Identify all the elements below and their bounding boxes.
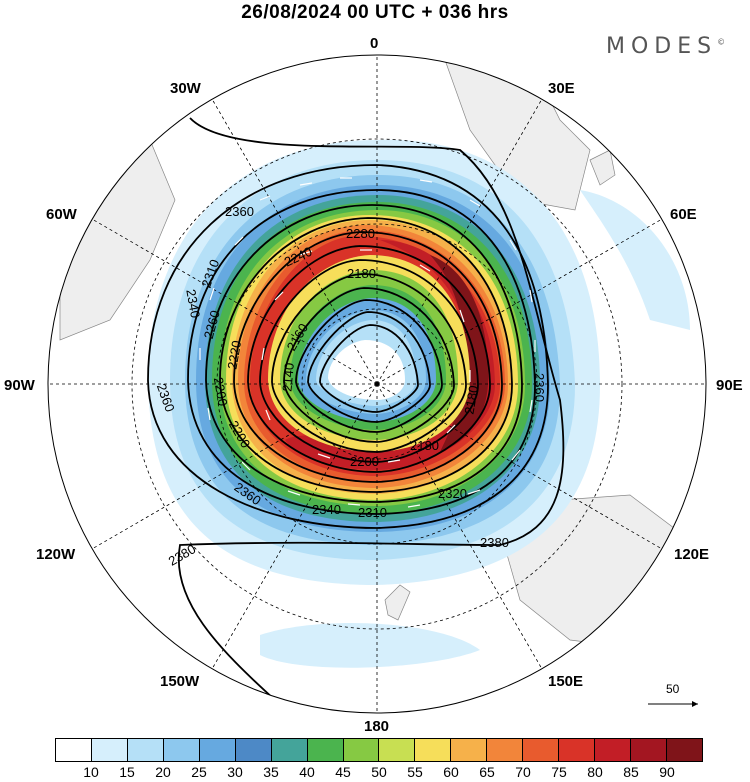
contour-2240 <box>259 259 479 463</box>
colorbar-tick-label: 20 <box>155 764 171 780</box>
colorbar-ticks: 10 15 20 25 30 35 40 45 50 55 60 65 70 75 80 85 90 <box>55 764 703 782</box>
contour-label: 2360 <box>532 373 547 402</box>
colorbar-segment <box>523 739 560 761</box>
contour-label: 2310 <box>358 505 387 520</box>
contour-label: 2340 <box>312 502 341 517</box>
colorbar-tick-label: 70 <box>515 764 531 780</box>
shade-inner-10 <box>328 340 405 400</box>
colorbar-segment <box>379 739 416 761</box>
contour-label: 2280 <box>346 226 375 241</box>
contour-label: 2180 <box>410 438 439 453</box>
map-boundary <box>47 54 707 714</box>
lon-label-60e: 60E <box>670 206 697 223</box>
colorbar-segment <box>343 739 380 761</box>
colorbar-tick-label: 80 <box>587 764 603 780</box>
colorbar-tick-label: 50 <box>371 764 387 780</box>
contour-label: 2220 <box>224 339 244 370</box>
colorbar-tick-label: 65 <box>479 764 495 780</box>
contour-label: 2180 <box>461 384 481 415</box>
colorbar-tick-label: 55 <box>407 764 423 780</box>
brand-logo: MODES© <box>606 34 726 59</box>
colorbar-segment <box>487 739 524 761</box>
contour-label: 2380 <box>480 535 509 550</box>
colorbar-segment <box>595 739 631 761</box>
colorbar-segment <box>235 739 272 761</box>
shade-patch-east <box>580 190 690 330</box>
contour-label: 2200 <box>350 454 379 469</box>
colorbar-tick-label: 75 <box>551 764 567 780</box>
colorbar-segment <box>631 739 667 761</box>
colorbar-tick-label: 25 <box>191 764 207 780</box>
contour-label: 2320 <box>438 486 467 501</box>
contour-2140 <box>319 324 419 413</box>
lon-label-90w: 90W <box>4 377 35 394</box>
colorbar-tick-label: 15 <box>119 764 135 780</box>
lon-label-180: 180 <box>364 718 390 735</box>
colorbar-tick-label: 35 <box>263 764 279 780</box>
map-title: 26/08/2024 00 UTC + 036 hrs <box>241 2 509 23</box>
lon-label-30e: 30E <box>548 80 575 97</box>
lon-label-150e: 150E <box>548 673 584 690</box>
colorbar-segment <box>415 739 452 761</box>
reference-vector-label: 50 <box>666 682 680 696</box>
lon-label-60w: 60W <box>46 206 77 223</box>
lon-label-150w: 150W <box>160 673 200 690</box>
contour-2340 <box>187 189 536 515</box>
landmass-new-zealand <box>384 584 411 621</box>
colorbar-segment <box>307 739 344 761</box>
landmass-madagascar <box>589 149 616 186</box>
contour-2260 <box>247 245 491 473</box>
contour-label: 2340 <box>183 288 203 319</box>
contour-2300 <box>219 217 513 493</box>
lon-label-0: 0 <box>370 35 379 52</box>
colorbar-tick-label: 45 <box>335 764 351 780</box>
colorbar <box>55 738 703 762</box>
lon-label-90e: 90E <box>716 377 743 394</box>
contour-2220 <box>271 273 467 453</box>
contour-label: 2360 <box>225 204 254 219</box>
contour-2200 <box>283 287 455 443</box>
colorbar-tick-label: 90 <box>659 764 675 780</box>
shade-patch-south <box>260 623 480 668</box>
lon-label-120w: 120W <box>36 546 76 563</box>
colorbar-segment <box>91 739 128 761</box>
colorbar-segment <box>163 739 200 761</box>
contour-2180 <box>295 299 443 433</box>
lon-label-30w: 30W <box>170 80 201 97</box>
contour-2160 <box>307 311 431 423</box>
colorbar-tick-label: 40 <box>299 764 315 780</box>
reference-vector-arrow <box>648 701 698 707</box>
contour-label: 2180 <box>347 266 376 281</box>
colorbar-segment <box>271 739 308 761</box>
lon-label-120e: 120E <box>674 546 710 563</box>
contour-2320 <box>205 204 523 503</box>
colorbar-tick-label: 10 <box>83 764 99 780</box>
contour-label: 2260 <box>201 309 223 341</box>
colorbar-segment <box>127 739 164 761</box>
contour-2280 <box>233 231 503 483</box>
colorbar-segment <box>451 739 488 761</box>
colorbar-segment <box>199 739 236 761</box>
colorbar-tick-label: 30 <box>227 764 243 780</box>
contour-label: 2200 <box>211 376 231 407</box>
contour-2380 <box>177 117 565 701</box>
colorbar-tick-label: 60 <box>443 764 459 780</box>
colorbar-segment <box>559 739 596 761</box>
contour-label: 2140 <box>279 362 296 392</box>
contour-2360 <box>147 164 549 529</box>
colorbar-segment <box>56 739 92 761</box>
colorbar-segment <box>666 739 702 761</box>
colorbar-tick-label: 85 <box>623 764 639 780</box>
